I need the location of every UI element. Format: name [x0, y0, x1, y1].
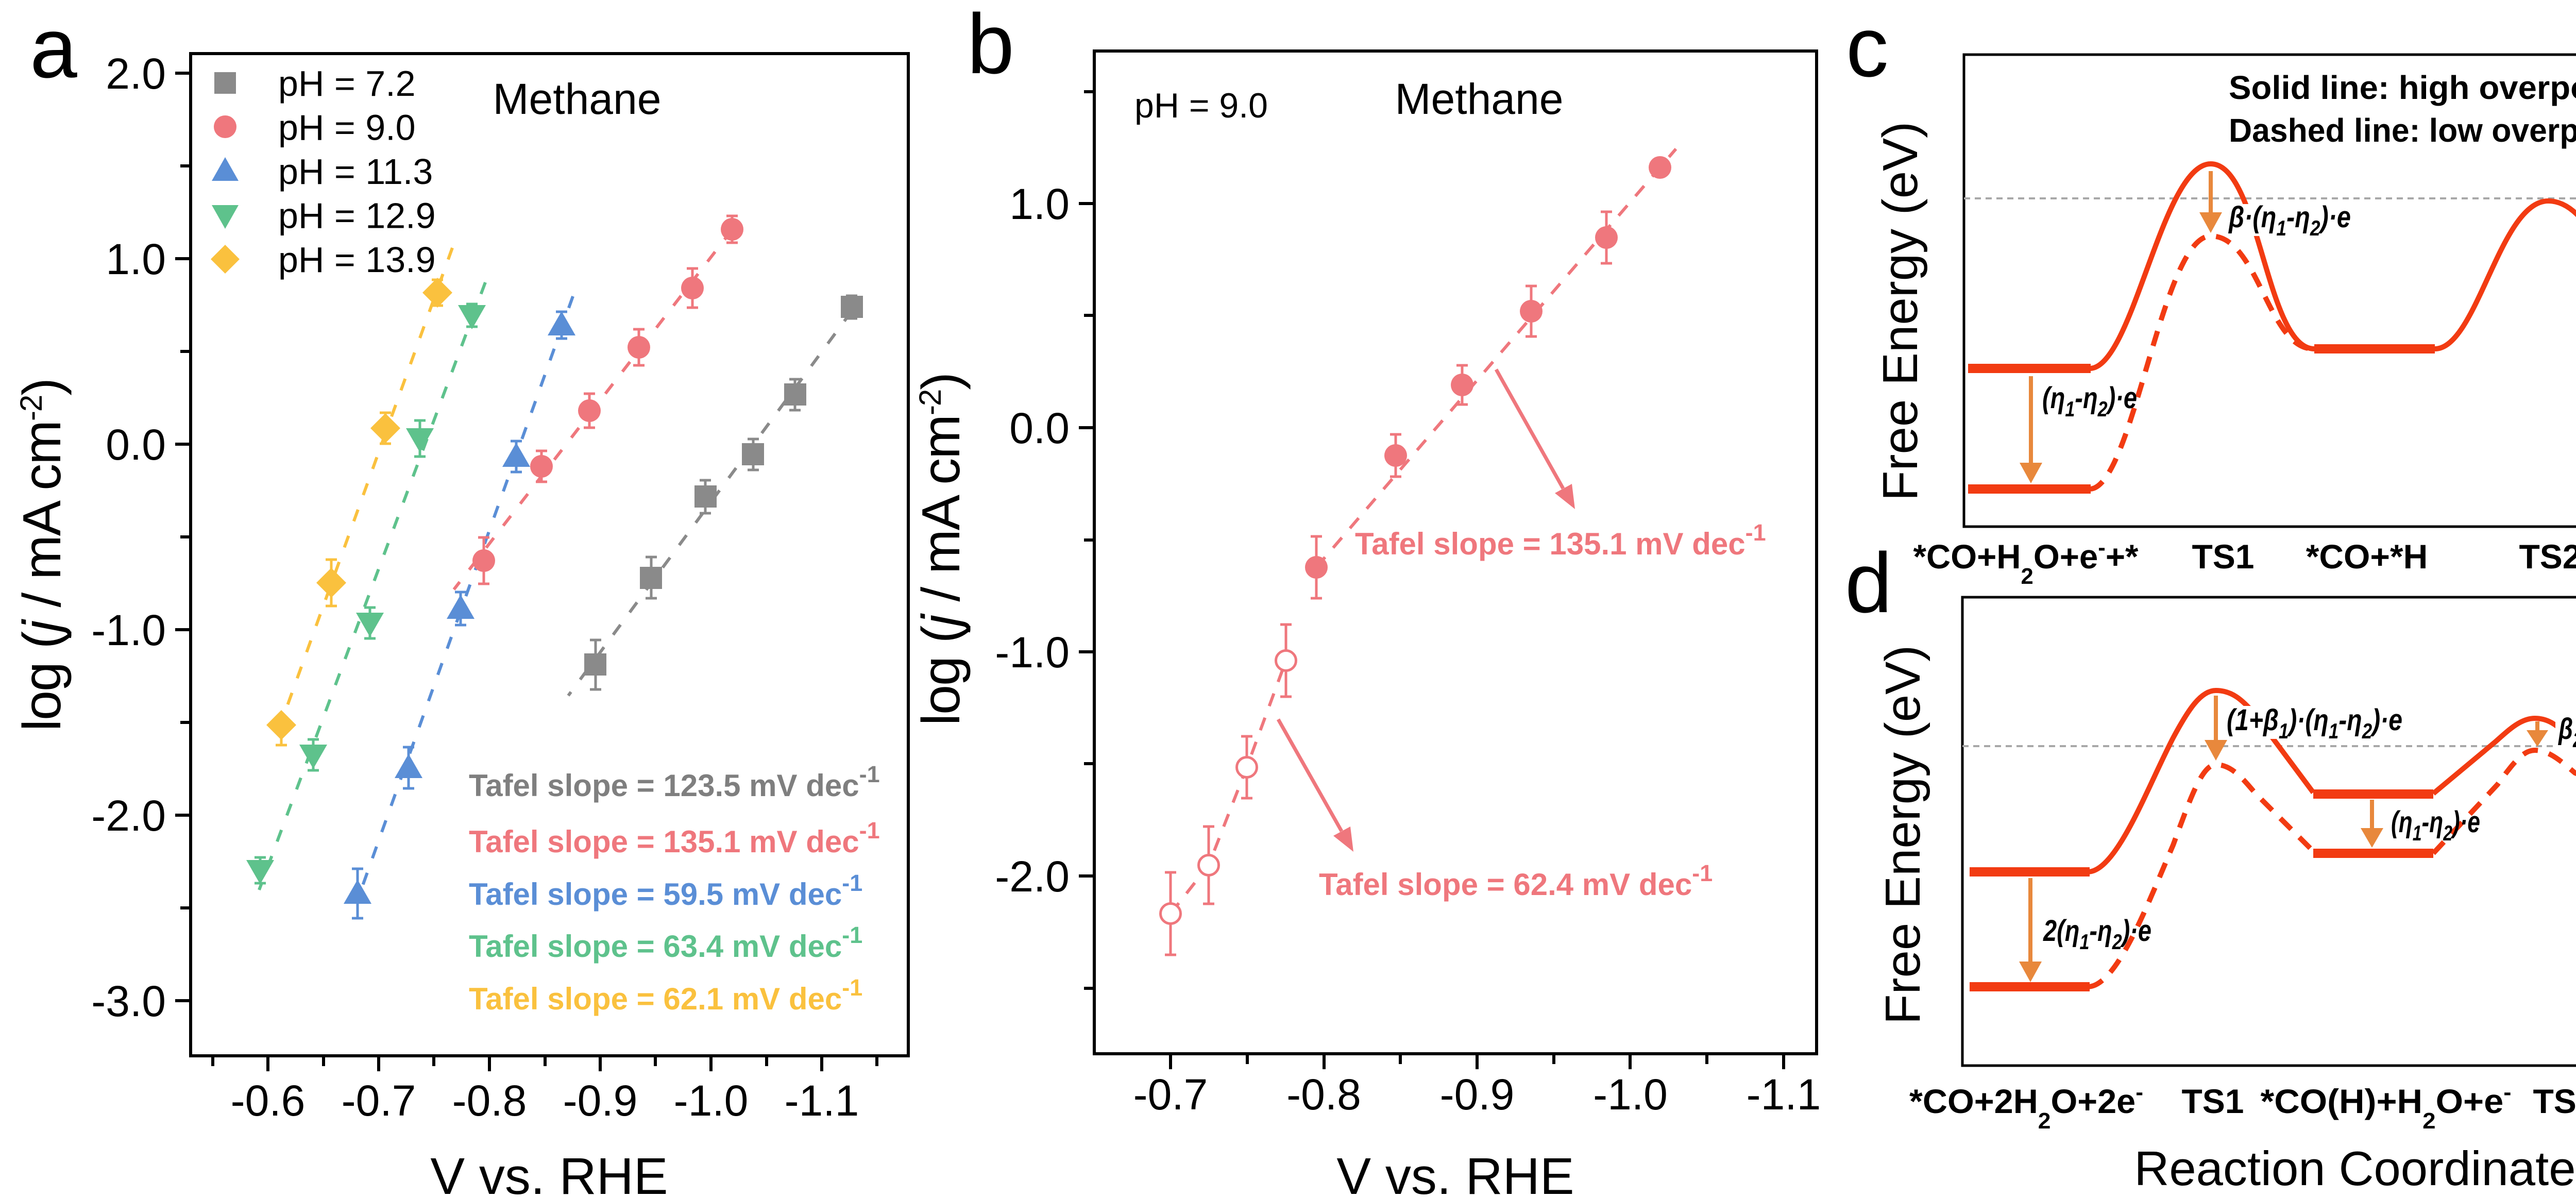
svg-text:1.0: 1.0: [106, 235, 166, 283]
svg-text:TS2: TS2: [2533, 1082, 2576, 1120]
svg-text:-0.8: -0.8: [1286, 1070, 1361, 1119]
svg-text:pH = 13.9: pH = 13.9: [278, 240, 436, 280]
svg-text:-1.0: -1.0: [995, 628, 1070, 677]
svg-text:Tafel slope = 62.1 mV dec-1: Tafel slope = 62.1 mV dec-1: [469, 974, 862, 1016]
svg-text:Tafel slope = 59.5 mV dec-1: Tafel slope = 59.5 mV dec-1: [469, 870, 862, 912]
svg-text:TS1: TS1: [2192, 537, 2254, 576]
svg-text:pH = 11.3: pH = 11.3: [278, 151, 433, 192]
svg-text:0.0: 0.0: [106, 420, 166, 469]
svg-text:-3.0: -3.0: [91, 977, 166, 1025]
svg-text:d: d: [1845, 535, 1892, 630]
svg-text:V vs. RHE: V vs. RHE: [1336, 1148, 1574, 1197]
svg-text:a: a: [30, 1, 77, 95]
svg-text:Tafel slope = 123.5 mV dec-1: Tafel slope = 123.5 mV dec-1: [469, 761, 880, 803]
svg-text:b: b: [967, 0, 1014, 91]
svg-text:c: c: [1846, 0, 1889, 94]
svg-text:β2·(η1-η2)·e: β2·(η1-η2)·e: [2557, 712, 2576, 752]
svg-text:-1.0: -1.0: [91, 606, 166, 654]
svg-text:-0.6: -0.6: [231, 1076, 306, 1125]
svg-text:TS1: TS1: [2181, 1082, 2244, 1120]
svg-text:-0.9: -0.9: [1440, 1070, 1515, 1119]
svg-text:(η1-η2)·e: (η1-η2)·e: [2042, 381, 2137, 421]
svg-text:-1.1: -1.1: [785, 1076, 859, 1125]
svg-text:-0.8: -0.8: [452, 1076, 527, 1125]
svg-text:Tafel slope = 63.4 mV dec-1: Tafel slope = 63.4 mV dec-1: [469, 922, 862, 964]
svg-text:V vs. RHE: V vs. RHE: [430, 1148, 668, 1197]
svg-text:pH = 9.0: pH = 9.0: [278, 108, 416, 148]
svg-text:(1+β1)·(η1-η2)·e: (1+β1)·(η1-η2)·e: [2227, 703, 2402, 743]
svg-text:*CO+2H2O+2e-: *CO+2H2O+2e-: [1909, 1080, 2143, 1134]
svg-text:*CO+*H: *CO+*H: [2306, 537, 2428, 576]
svg-text:Tafel slope = 135.1 mV dec-1: Tafel slope = 135.1 mV dec-1: [469, 817, 880, 859]
svg-text:-1.0: -1.0: [674, 1076, 749, 1125]
svg-text:-2.0: -2.0: [995, 852, 1070, 901]
svg-text:-1.0: -1.0: [1593, 1070, 1668, 1119]
svg-text:Free Energy (eV): Free Energy (eV): [1873, 122, 1928, 501]
svg-text:*CO(H)+H2O+e-: *CO(H)+H2O+e -: [2261, 1080, 2512, 1134]
svg-text:-0.9: -0.9: [563, 1076, 638, 1125]
svg-text:2(η1-η2)·e: 2(η1-η2)·e: [2043, 914, 2151, 954]
svg-text:pH = 12.9: pH = 12.9: [278, 196, 436, 236]
svg-text:1.0: 1.0: [1009, 180, 1070, 228]
svg-text:pH = 7.2: pH = 7.2: [278, 63, 416, 104]
svg-text:TS2: TS2: [2519, 537, 2576, 576]
svg-text:0.0: 0.0: [1009, 404, 1070, 452]
svg-text:Tafel slope = 135.1 mV dec-1: Tafel slope = 135.1 mV dec-1: [1355, 519, 1766, 561]
svg-text:Methane: Methane: [1395, 75, 1564, 123]
svg-text:*CO+H2O+e-+*: *CO+H 2O+e-+*: [1913, 535, 2139, 589]
svg-text:log (j / mA cm-2): log (j / mA cm-2): [911, 373, 971, 726]
svg-text:-0.7: -0.7: [342, 1076, 416, 1125]
svg-text:Tafel slope = 62.4 mV dec-1: Tafel slope = 62.4 mV dec-1: [1319, 860, 1713, 902]
svg-text:Reaction Coordinate: Reaction Coordinate: [2134, 1141, 2576, 1195]
svg-text:-1.1: -1.1: [1747, 1070, 1821, 1119]
svg-text:Methane: Methane: [493, 75, 662, 123]
svg-text:-2.0: -2.0: [91, 791, 166, 840]
svg-text:log (j / mA cm-2): log (j / mA cm-2): [12, 379, 72, 731]
svg-text:Solid line: high overpotential: Solid line: high overpotential η1: [2229, 69, 2576, 113]
svg-text:(η1-η2)·e: (η1-η2)·e: [2391, 805, 2480, 845]
svg-text:2.0: 2.0: [106, 49, 166, 98]
svg-text:pH = 9.0: pH = 9.0: [1134, 86, 1268, 125]
svg-text:Dashed line: low overpotential: Dashed line: low overpotential η2: [2229, 112, 2576, 156]
svg-text:-0.7: -0.7: [1133, 1070, 1208, 1119]
svg-text:Free Energy (eV): Free Energy (eV): [1875, 645, 1930, 1024]
svg-text:β·(η1-η2)·e: β·(η1-η2)·e: [2228, 200, 2351, 240]
